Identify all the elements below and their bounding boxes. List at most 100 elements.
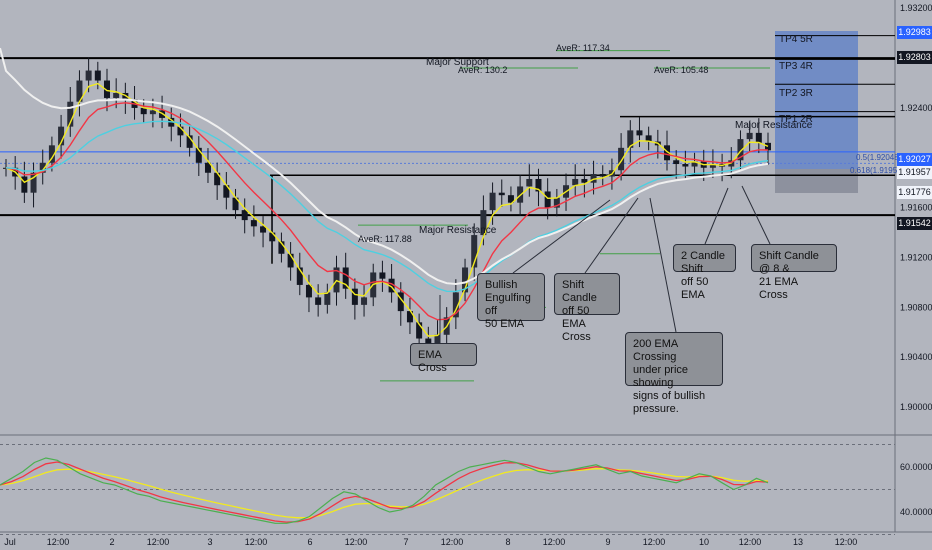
- time-tick-label: 12:00: [245, 537, 268, 547]
- time-tick-label: 12:00: [739, 537, 762, 547]
- fib-0618-label: 0.618(1.91955): [850, 166, 905, 175]
- time-tick-label: 12:00: [147, 537, 170, 547]
- candle-body: [39, 162, 46, 173]
- candle-body: [526, 178, 533, 187]
- price-tick-label: 1.90000: [900, 402, 932, 412]
- candle-body: [507, 195, 514, 203]
- time-tick-label: 9: [605, 537, 610, 547]
- candle-body: [67, 101, 74, 127]
- time-tick-label: 13: [793, 537, 803, 547]
- candle-body: [315, 297, 322, 305]
- candle-body: [498, 192, 505, 196]
- candle-body: [379, 272, 386, 279]
- time-tick-label: 6: [307, 537, 312, 547]
- candle-body: [452, 292, 459, 318]
- candle-body: [709, 164, 716, 168]
- price-tick-label: 1.93200: [900, 3, 932, 13]
- aver-label: AveR: 105.48: [654, 65, 709, 75]
- tp2-label: TP2 3R: [779, 88, 813, 99]
- candle-body: [214, 172, 221, 186]
- candle-body: [195, 147, 202, 163]
- time-tick-label: 10: [699, 537, 709, 547]
- candle-body: [535, 178, 542, 192]
- price-badge: 1.91776: [897, 186, 932, 199]
- candle-body: [489, 192, 496, 211]
- candle-body: [755, 132, 762, 143]
- candle-body: [287, 253, 294, 268]
- time-tick-label: 12:00: [345, 537, 368, 547]
- osc-rsi-line: [0, 457, 769, 524]
- candle-body: [664, 145, 671, 161]
- candle-body: [397, 292, 404, 312]
- candle-body: [223, 185, 230, 198]
- time-tick-label: 12:00: [441, 537, 464, 547]
- callout-pointer: [512, 199, 611, 274]
- candle-body: [48, 145, 55, 163]
- candle-body: [434, 334, 441, 349]
- candle-body: [462, 267, 469, 293]
- ema-50-line: [5, 120, 769, 293]
- candle-body: [765, 142, 771, 151]
- candle-body: [645, 135, 652, 142]
- candle-body: [388, 278, 395, 293]
- candle-body: [94, 70, 101, 81]
- candle-body: [278, 241, 285, 254]
- candle-body: [553, 197, 560, 208]
- candle-body: [85, 70, 92, 81]
- tp4-label: TP4 5R: [779, 34, 813, 45]
- candle-body: [673, 160, 680, 165]
- price-badge: 1.92027: [897, 153, 932, 166]
- candle-body: [296, 267, 303, 285]
- time-tick-label: 7: [403, 537, 408, 547]
- major-resistance-label: Major Resistance: [419, 225, 497, 236]
- price-badge: 1.91542: [897, 217, 932, 230]
- time-tick-label: 8: [505, 537, 510, 547]
- time-tick-label: Jul: [4, 537, 16, 547]
- candle-body: [480, 210, 487, 236]
- candle-body: [636, 130, 643, 136]
- candle-body: [324, 292, 331, 305]
- major-resistance-label-2: Major Resistance: [735, 120, 813, 131]
- bullish-engulfing-callout[interactable]: Bullish Engulfing off 50 EMA: [477, 273, 545, 330]
- callout-pointer: [741, 185, 771, 245]
- candle-body: [260, 226, 267, 233]
- time-tick-label: 3: [207, 537, 212, 547]
- candle-body: [140, 107, 147, 115]
- ema-cross-callout[interactable]: EMA Cross: [410, 343, 477, 374]
- ema-200-line: [0, 47, 769, 286]
- shift-candle-callout[interactable]: Shift Candle off 50 EMA Cross: [554, 273, 620, 343]
- ema-21-line: [5, 102, 769, 321]
- candle-body: [691, 161, 698, 167]
- price-tick-label: 1.90400: [900, 352, 932, 362]
- price-tick-label: 1.90800: [900, 302, 932, 312]
- candle-body: [572, 178, 579, 186]
- time-tick-label: 12:00: [543, 537, 566, 547]
- candle-body: [351, 288, 358, 305]
- candle-body: [361, 297, 368, 305]
- candle-body: [103, 80, 110, 98]
- osc-tick-label: 60.0000: [900, 462, 932, 472]
- candle-body: [342, 267, 349, 289]
- candle-body: [21, 176, 28, 193]
- price-tick-label: 1.91200: [900, 253, 932, 263]
- shift-candle-ema-cross-callout[interactable]: Shift Candle @ 8 & 21 EMA Cross: [751, 244, 837, 301]
- candle-body: [581, 178, 588, 183]
- candle-body: [406, 311, 413, 323]
- osc-smooth-line: [0, 461, 769, 523]
- candle-body: [627, 130, 634, 148]
- aver-label: AveR: 117.34: [556, 43, 610, 53]
- major-support-label: Major Support: [426, 57, 489, 68]
- price-tick-label: 1.91600: [900, 203, 932, 213]
- candle-body: [544, 191, 551, 208]
- candle-body: [599, 174, 606, 177]
- candle-body: [737, 139, 744, 161]
- two-candle-shift-callout[interactable]: 2 Candle Shift off 50 EMA: [673, 244, 736, 301]
- candle-body: [149, 110, 156, 115]
- callout-pointer: [584, 197, 639, 274]
- aver-label: AveR: 117.88: [358, 234, 412, 244]
- candle-body: [746, 132, 753, 140]
- ema200-crossing-callout[interactable]: 200 EMA Crossing under price showing sig…: [625, 332, 723, 415]
- aver-label: AveR: 130.2: [458, 65, 508, 75]
